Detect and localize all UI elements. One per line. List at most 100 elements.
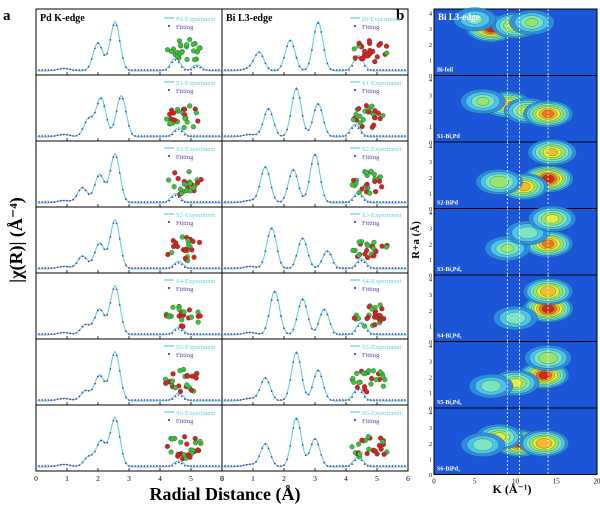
- fitting-points: [221, 88, 409, 137]
- fitting-point: [84, 257, 87, 260]
- fitting-point: [69, 332, 71, 335]
- fitting-point: [41, 267, 44, 269]
- fitting-point: [227, 465, 230, 467]
- fitting-point: [342, 69, 344, 71]
- fitting-point: [180, 329, 183, 332]
- fitting-point: [249, 265, 251, 268]
- pd-atom: [176, 306, 182, 312]
- fitting-point: [252, 397, 254, 399]
- fitting-point: [404, 399, 406, 401]
- fitting-point: [323, 121, 326, 124]
- fitting-point: [379, 333, 381, 335]
- fitting-point: [109, 432, 112, 434]
- fitting-point: [323, 308, 326, 311]
- legend-fitting-swatch: [353, 24, 357, 28]
- fitting-point: [106, 248, 109, 250]
- fitting-point: [121, 386, 124, 389]
- fitting-point: [137, 135, 140, 137]
- fitting-point: [109, 169, 112, 172]
- legend-fitting-label: Fitting: [362, 154, 380, 161]
- panel-b-letter: b: [396, 8, 404, 24]
- fitting-point: [118, 436, 121, 438]
- fitting-point: [140, 333, 143, 335]
- bi-atom: [182, 255, 188, 261]
- legend-experiment-label: S3-Experiment: [362, 212, 402, 219]
- bi-atom: [379, 243, 385, 249]
- fitting-point: [245, 133, 248, 136]
- fitting-point: [171, 465, 174, 467]
- bi-atom: [376, 42, 382, 48]
- fitting-point: [295, 318, 298, 321]
- fitting-point: [41, 201, 44, 203]
- fitting-point: [311, 121, 313, 124]
- bi-atom: [354, 384, 360, 390]
- fitting-point: [134, 465, 137, 467]
- fitting-point: [286, 45, 288, 48]
- fitting-point: [90, 58, 93, 60]
- fitting-point: [276, 299, 279, 301]
- pd-atom: [353, 112, 359, 118]
- experiment-line: [222, 416, 408, 468]
- fitting-point: [208, 465, 211, 467]
- fitting-point: [348, 132, 350, 134]
- fitting-point: [320, 375, 323, 378]
- pd-atom: [168, 449, 174, 455]
- fitting-point: [326, 131, 329, 133]
- bi-atom: [362, 48, 368, 54]
- legend-fitting-label: Fitting: [362, 352, 380, 359]
- fitting-point: [69, 266, 71, 268]
- bi-atom: [170, 371, 176, 377]
- fitting-point: [332, 465, 335, 467]
- fitting-point: [41, 399, 44, 401]
- fitting-point: [242, 464, 245, 467]
- fitting-point: [233, 267, 236, 269]
- pd-atom: [169, 436, 175, 442]
- wavelet-contour: [489, 175, 509, 188]
- bi-atom: [363, 103, 369, 109]
- wavelet-contour: [501, 244, 514, 253]
- fitting-point: [174, 194, 177, 197]
- fitting-point: [280, 134, 282, 137]
- pd-atom: [357, 120, 363, 126]
- y-tick-label: 0: [429, 74, 432, 80]
- fitting-point: [159, 333, 161, 335]
- legend-experiment-label: S6-Experiment: [362, 410, 402, 417]
- fitting-point: [41, 333, 44, 335]
- y-tick-label: 3: [429, 360, 432, 366]
- legend-fitting-swatch: [167, 352, 171, 356]
- x-tick-label: 10: [512, 478, 520, 486]
- fitting-point: [168, 399, 171, 401]
- fitting-point: [218, 69, 220, 71]
- fitting-point: [137, 69, 140, 71]
- fitting-point: [214, 333, 217, 335]
- fitting-point: [373, 267, 375, 269]
- wavelet-contour: [505, 311, 526, 325]
- fitting-point: [391, 399, 394, 401]
- pd-atom: [184, 42, 190, 48]
- fitting-point: [112, 123, 115, 126]
- fitting-point: [283, 464, 285, 467]
- fitting-point: [298, 305, 301, 308]
- fitting-point: [81, 255, 84, 258]
- wavelet-row-label: S3-Bi₂Pd₅: [437, 267, 462, 273]
- pd-atom: [349, 444, 355, 450]
- x-tick-label: 4: [158, 474, 162, 483]
- fitting-point: [196, 465, 199, 467]
- fitting-point: [50, 135, 53, 137]
- bi-atom: [194, 180, 201, 186]
- fitting-point: [134, 135, 137, 137]
- fitting-point: [190, 68, 192, 71]
- fitting-point: [159, 201, 161, 203]
- y-tick-label: 3: [429, 426, 432, 432]
- fitting-points: [35, 24, 223, 71]
- fitting-point: [156, 399, 158, 401]
- fitting-point: [187, 267, 189, 269]
- pd-atom: [186, 241, 192, 248]
- x-tick-label: 5: [189, 474, 193, 483]
- pd-atom: [356, 190, 362, 196]
- fitting-point: [146, 399, 149, 401]
- fitting-point: [342, 465, 344, 467]
- fitting-point: [351, 199, 354, 202]
- fitting-point: [47, 267, 50, 269]
- pd-atom: [361, 323, 368, 329]
